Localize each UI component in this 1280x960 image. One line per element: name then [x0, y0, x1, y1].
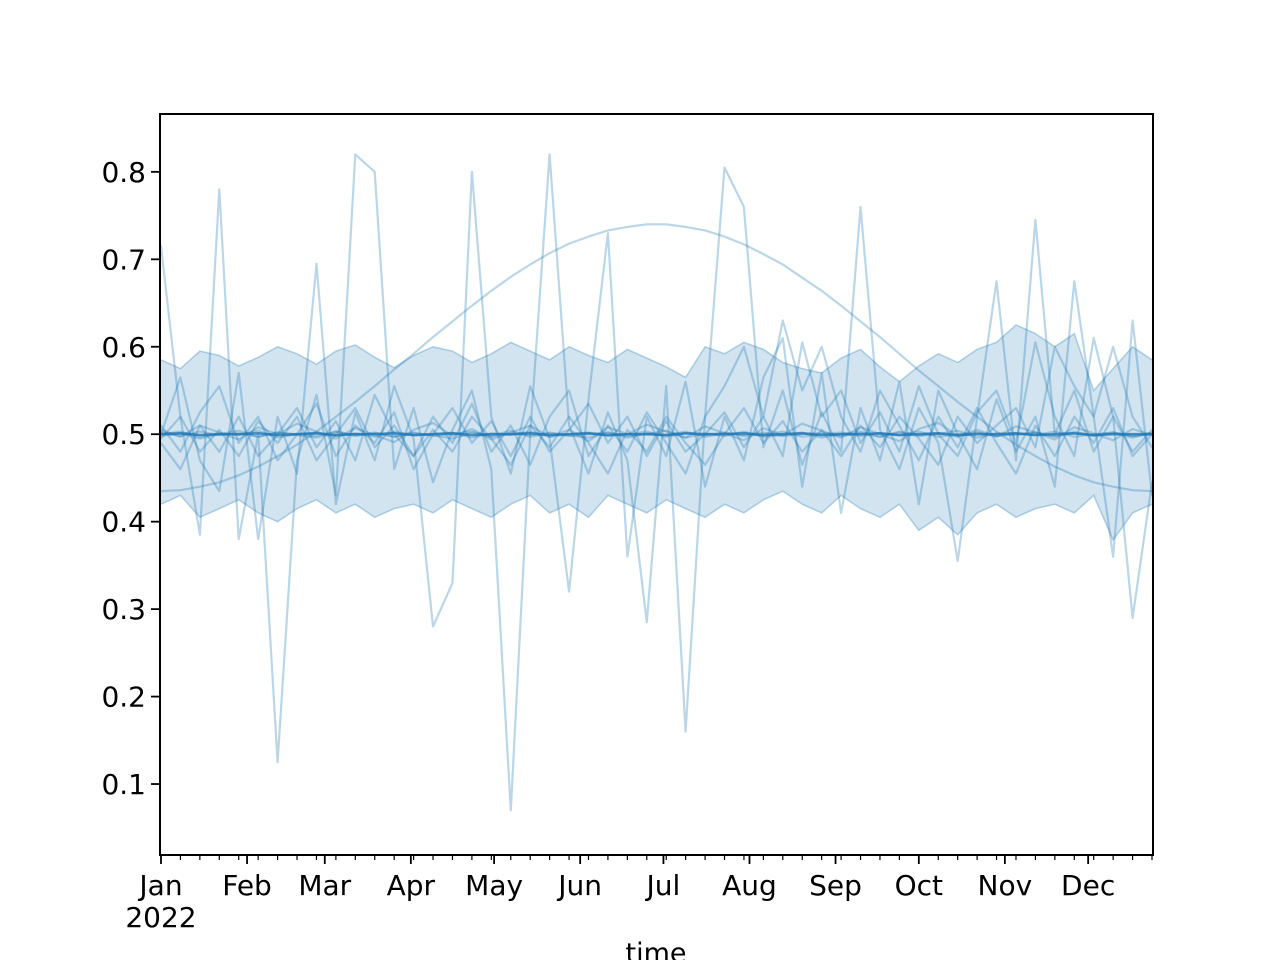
y-tick-label-0.6: 0.6	[101, 331, 146, 364]
x-axis-label: time	[625, 938, 686, 960]
y-tick-label-0.4: 0.4	[101, 506, 146, 539]
x-tick-label-feb: Feb	[222, 869, 272, 902]
uncertainty-band-upper-edge	[161, 323, 1152, 393]
y-tick-label-0.7: 0.7	[101, 243, 146, 276]
uncertainty-band-area	[161, 324, 1152, 540]
uncertainty-band-lower-edge	[161, 490, 1152, 542]
series-line-seasonal-trend	[161, 223, 1152, 493]
x-tick-label-aug: Aug	[722, 869, 777, 902]
x-tick-label-sep: Sep	[809, 869, 862, 902]
x-tick-label-may: May	[465, 869, 523, 902]
series-line-ensemble-mean	[161, 431, 1152, 437]
x-tick-label-oct: Oct	[895, 869, 943, 902]
x-tick-label-jun: Jun	[556, 869, 602, 902]
y-tick-label-0.5: 0.5	[101, 418, 146, 451]
y-tick-label-0.1: 0.1	[101, 768, 146, 801]
series-line-sample-path-4	[161, 336, 1152, 471]
y-tick-label-0.8: 0.8	[101, 156, 146, 189]
x-tick-label-jul: Jul	[645, 869, 681, 902]
x-tick-label-apr: Apr	[387, 869, 436, 902]
series-line-sample-path-1	[161, 153, 1152, 812]
x-axis-year-label: 2022	[125, 901, 196, 934]
x-tick-label-mar: Mar	[298, 869, 351, 902]
y-tick-label-0.3: 0.3	[101, 593, 146, 626]
x-tick-label-nov: Nov	[978, 869, 1033, 902]
plot-border	[159, 113, 1154, 856]
x-tick-label-jan: Jan	[137, 869, 182, 902]
x-tick-label-dec: Dec	[1061, 869, 1115, 902]
y-tick-label-0.2: 0.2	[101, 681, 146, 714]
